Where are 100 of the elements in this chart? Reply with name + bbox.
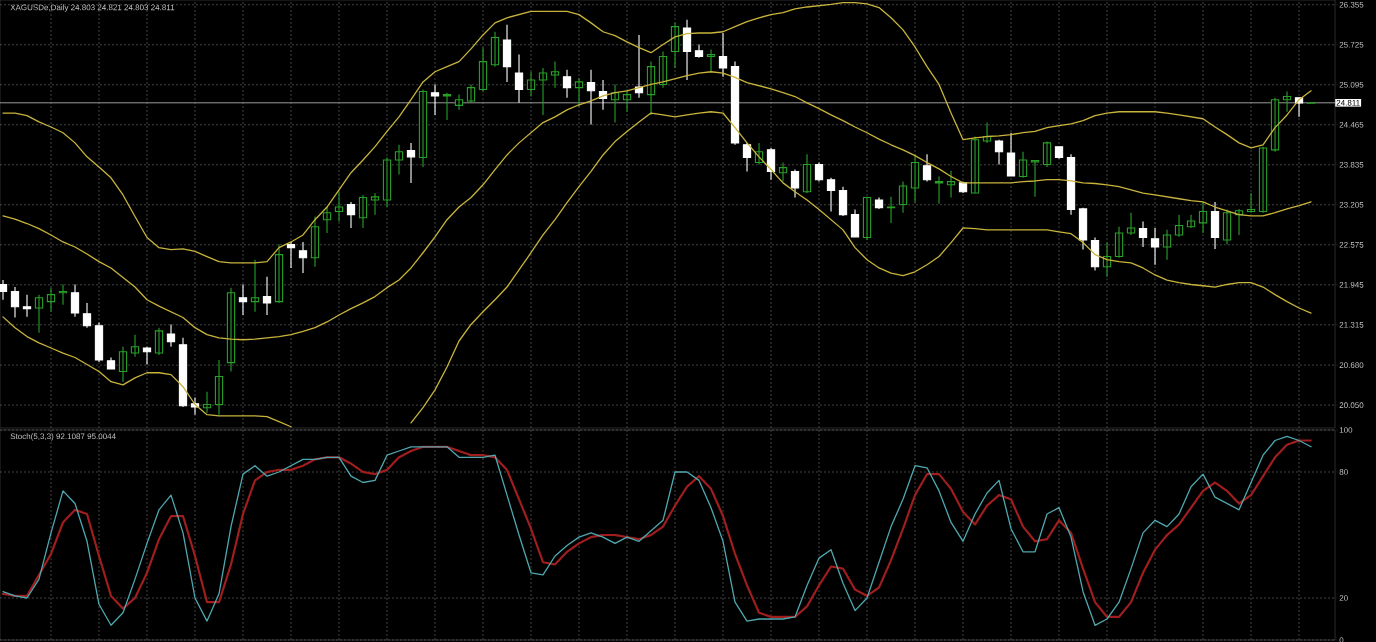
candlestick (202, 391, 212, 414)
y-tick-label: 20 (1339, 595, 1348, 601)
candlestick (1150, 227, 1160, 266)
candlestick (1114, 226, 1124, 259)
candlestick (1282, 90, 1292, 113)
candlestick (70, 283, 80, 318)
candlestick (1042, 141, 1052, 168)
candlestick (838, 186, 848, 217)
candlestick (346, 201, 356, 229)
candlestick (490, 31, 500, 68)
candlestick (1174, 214, 1184, 238)
candlestick (742, 142, 752, 172)
candlestick (1054, 146, 1064, 160)
candlestick (1138, 221, 1148, 248)
candlestick (886, 196, 896, 224)
candlestick (874, 196, 884, 210)
candlestick (154, 327, 164, 356)
candlestick (334, 191, 344, 223)
candlestick (286, 241, 296, 269)
candlestick (1222, 209, 1232, 246)
candlestick (1162, 229, 1172, 261)
candlestick (298, 241, 308, 274)
candlestick (646, 61, 656, 116)
candlestick (250, 259, 260, 313)
candlestick (1018, 151, 1028, 179)
candlestick (0, 279, 8, 301)
candlestick (1126, 212, 1136, 236)
y-tick-label: 21.945 (1339, 281, 1364, 288)
candlestick (778, 162, 788, 183)
candlestick (118, 346, 128, 383)
candlestick (826, 177, 836, 213)
candlestick (934, 175, 944, 205)
candlestick (418, 88, 428, 168)
candlestick (910, 153, 920, 204)
y-tick-label: 22.575 (1339, 241, 1364, 248)
candlestick (46, 287, 56, 313)
candlestick (1006, 132, 1016, 178)
candlestick (718, 32, 728, 78)
candlestick (1210, 201, 1220, 250)
candlestick (262, 276, 272, 316)
candlestick (502, 24, 512, 83)
candlestick (310, 215, 320, 268)
candlestick (34, 294, 44, 334)
candlestick (358, 194, 368, 229)
y-tick-label: 24.465 (1339, 121, 1364, 128)
chart-title: Stoch(5,3,3) 92.1087 95.0044 (10, 433, 116, 441)
candlestick (922, 153, 932, 183)
candlestick (58, 283, 68, 306)
candlestick (430, 83, 440, 116)
candlestick (862, 196, 872, 241)
candlestick (1102, 242, 1112, 278)
candlestick (790, 169, 800, 199)
candlestick (610, 83, 620, 124)
candlestick (514, 54, 524, 104)
candlestick (1246, 192, 1256, 214)
y-tick-label: 20.680 (1339, 362, 1364, 368)
y-tick-label: 20.050 (1339, 402, 1364, 408)
candlestick (382, 156, 392, 208)
candlestick (766, 147, 776, 181)
candlestick (94, 322, 104, 363)
candlestick (1066, 153, 1076, 216)
candlestick (898, 181, 908, 214)
candlestick (814, 162, 824, 183)
candlestick (1258, 146, 1268, 214)
candlestick (1186, 214, 1196, 229)
candlestick (574, 77, 584, 108)
candlestick (322, 206, 332, 234)
candlestick (706, 48, 716, 73)
candlestick (634, 34, 644, 99)
candlestick (1306, 101, 1316, 104)
text: XAGUSDe,Daily 24.803 24.821 24.803 24.811 (10, 4, 175, 12)
candlestick (850, 209, 860, 239)
candlestick (946, 170, 956, 199)
candlestick (442, 92, 452, 121)
candlestick (562, 69, 572, 99)
candlestick (1030, 159, 1040, 198)
candlestick (478, 47, 488, 92)
y-tick-label: 23.835 (1339, 161, 1364, 168)
candlestick (682, 19, 692, 81)
candlestick (694, 43, 704, 59)
candlestick (550, 61, 560, 89)
candlestick (406, 142, 416, 184)
candlestick (394, 144, 404, 176)
candlestick (538, 67, 548, 116)
candlestick (130, 334, 140, 358)
candlestick (1198, 201, 1208, 234)
candlestick (994, 139, 1004, 166)
candlestick (622, 88, 632, 113)
candlestick (106, 356, 116, 371)
y-tick-label: 21.315 (1339, 321, 1364, 328)
candlestick (670, 22, 680, 69)
candlestick (22, 294, 32, 318)
candlestick (226, 287, 236, 373)
y-tick-label: 0 (1339, 637, 1344, 642)
ref-line-label: 24.811 (1336, 99, 1360, 106)
candlestick (214, 359, 224, 416)
y-tick-label: 25.095 (1339, 81, 1364, 88)
candlestick (274, 243, 284, 304)
candlestick (142, 346, 152, 366)
y-tick-label: 26.355 (1339, 1, 1364, 8)
